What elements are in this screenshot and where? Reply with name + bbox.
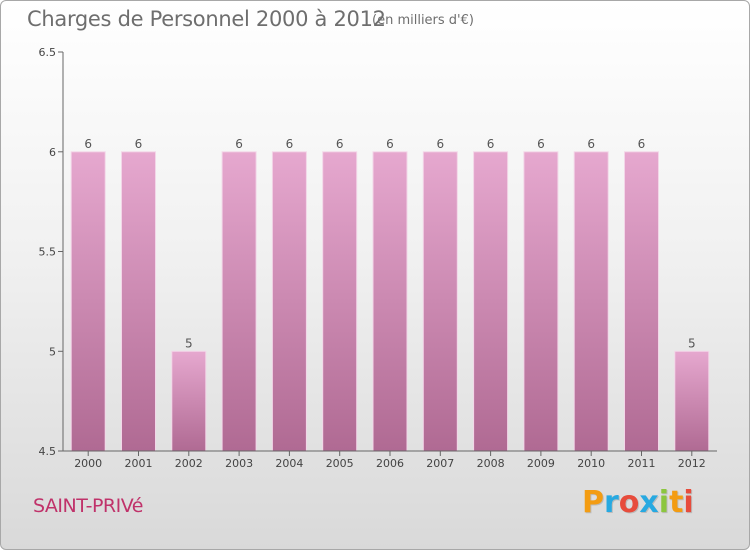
data-label-2004: 6 [286,137,294,151]
data-label-2011: 6 [638,137,646,151]
commune-name: SAINT-PRIVé [33,495,143,517]
chart-subtitle: (en milliers d'€) [372,13,474,28]
x-tick-label-2000: 2000 [74,457,102,470]
data-label-2002: 5 [185,336,193,350]
bar-2010 [573,151,609,452]
y-tick-label-6: 6 [49,146,56,159]
bar-2005 [322,151,358,452]
bar-2006 [372,151,408,452]
data-label-2003: 6 [235,137,243,151]
x-tick-label-2010: 2010 [577,457,605,470]
data-label-2010: 6 [587,137,595,151]
bar-2012 [674,350,710,452]
logo-letter: i [683,485,694,520]
data-label-2008: 6 [487,137,495,151]
x-tick-label-2006: 2006 [376,457,404,470]
x-tick-label-2005: 2005 [326,457,354,470]
axes-group: 2000 2001 2002 2003 2004 2005 2006 2007 2008 2009… [39,46,717,470]
bar-2003 [221,151,257,452]
x-tick-label-2009: 2009 [527,457,555,470]
data-label-2005: 6 [336,137,344,151]
x-tick-label-2002: 2002 [175,457,203,470]
bar-2004 [271,151,307,452]
proxiti-logo[interactable]: Proxiti [582,485,694,520]
bar-2009 [523,151,559,452]
x-tick-label-2003: 2003 [225,457,253,470]
chart-title: Charges de Personnel 2000 à 2012 [27,7,386,31]
bar-2002 [171,350,207,452]
data-label-2007: 6 [436,137,444,151]
logo-letter: P [582,485,604,520]
x-tick-label-2001: 2001 [125,457,153,470]
y-tick-label-5.5: 5.5 [39,246,57,259]
bars-group: 6 6 5 6 6 6 6 6 6 6 6 6 5 [70,137,710,452]
bar-2000 [70,151,106,452]
data-label-2000: 6 [84,137,92,151]
y-tick-label-6.5: 6.5 [39,46,57,59]
bar-2008 [473,151,509,452]
bar-2011 [624,151,659,452]
bar-2001 [121,151,156,452]
y-tick-label-4.5: 4.5 [39,445,57,458]
y-tick-label-5: 5 [49,345,56,358]
logo-letter: r [604,485,619,520]
logo-letter: o [618,485,640,520]
data-label-2006: 6 [386,137,394,151]
x-tick-label-2011: 2011 [628,457,656,470]
logo-letter: x [639,485,659,520]
data-label-2001: 6 [135,137,143,151]
logo-letter: i [658,485,670,520]
data-label-2012: 5 [688,336,696,350]
logo-letter: t [669,485,684,520]
data-label-2009: 6 [537,137,545,151]
x-tick-label-2004: 2004 [275,457,303,470]
x-tick-label-2012: 2012 [678,457,706,470]
x-tick-label-2008: 2008 [477,457,505,470]
bar-2007 [422,151,458,452]
x-tick-label-2007: 2007 [426,457,454,470]
